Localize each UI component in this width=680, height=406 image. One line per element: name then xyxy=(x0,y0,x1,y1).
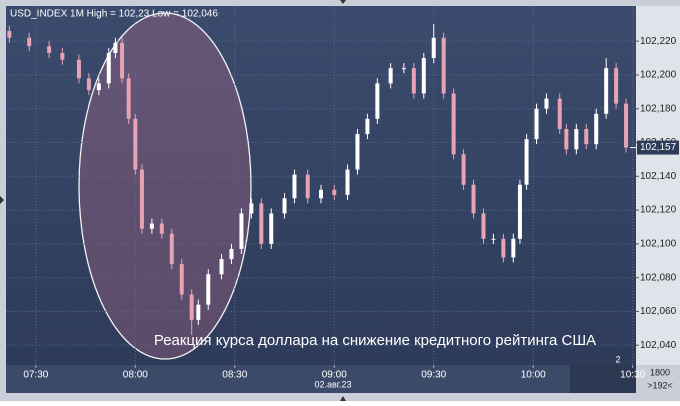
candle-body xyxy=(471,184,476,214)
y-tick-label: 102,100 xyxy=(640,239,677,250)
candle-body xyxy=(411,68,416,94)
candle-body xyxy=(594,113,599,145)
candle-body xyxy=(574,128,579,150)
marker xyxy=(0,196,4,204)
last-price-box xyxy=(637,140,679,155)
candle-body xyxy=(196,304,201,320)
corner-top: 1800 xyxy=(650,367,670,377)
corner-bottom: >192< xyxy=(647,380,673,390)
candle-body xyxy=(441,37,446,94)
marker xyxy=(340,0,346,4)
candle-body xyxy=(534,108,539,140)
candle-body xyxy=(96,83,101,91)
x-tick-label: 07:30 xyxy=(23,370,48,381)
candle-body xyxy=(282,198,287,214)
x-tick-label: 08:00 xyxy=(123,370,148,381)
candle-body xyxy=(319,189,323,199)
candle-body xyxy=(259,203,264,244)
y-tick-label: 102,040 xyxy=(640,340,677,351)
y-tick-label: 102,200 xyxy=(640,70,677,81)
candle-body xyxy=(501,238,506,258)
candle-body xyxy=(219,259,224,275)
candle-body xyxy=(401,68,406,70)
y-tick-label: 102,080 xyxy=(640,272,677,283)
chart-title: USD_INDEX 1M High = 102,23 Low = 102,046 xyxy=(10,9,218,20)
x-tick-label: 09:00 xyxy=(322,370,347,381)
last-price-label: 102,157 xyxy=(640,142,677,153)
candle-body xyxy=(511,238,516,258)
candle-body xyxy=(624,103,629,148)
candle-body xyxy=(206,274,211,305)
date-label: 02.авг.23 xyxy=(315,379,352,389)
candle-body xyxy=(614,68,619,104)
candle-body xyxy=(524,139,529,185)
candle-body xyxy=(604,68,609,114)
candle-body xyxy=(269,213,274,244)
candle-body xyxy=(544,98,549,109)
candle-body xyxy=(179,264,184,295)
candle-body xyxy=(388,68,393,84)
candle-body xyxy=(169,233,174,265)
y-axis-area xyxy=(636,6,680,365)
candle-body xyxy=(60,52,65,60)
candle-body xyxy=(355,134,360,170)
candle-body xyxy=(481,213,486,239)
candle-body xyxy=(461,154,466,185)
candle-body xyxy=(564,128,569,150)
x-tick-label: 08:30 xyxy=(222,370,247,381)
y-tick-label: 102,220 xyxy=(640,36,677,47)
y-tick-label: 102,120 xyxy=(640,205,677,216)
candle-body xyxy=(149,223,154,229)
candle-body xyxy=(365,118,370,135)
y-tick-label: 102,140 xyxy=(640,171,677,182)
candle-body xyxy=(106,52,111,84)
x-axis-scroll xyxy=(570,365,636,393)
candle-body xyxy=(229,248,234,260)
candle-body xyxy=(491,238,496,240)
x-tick-label: 10:30 xyxy=(620,370,645,381)
candle-body xyxy=(431,37,436,59)
candle-body xyxy=(451,93,456,155)
candle-body xyxy=(47,46,52,53)
candle-body xyxy=(7,31,12,38)
candle-body xyxy=(584,128,589,145)
candle-body xyxy=(159,223,164,234)
candle-body xyxy=(189,294,194,320)
candle-body xyxy=(239,213,244,249)
x-axis-area xyxy=(6,365,636,393)
candle-body xyxy=(86,78,91,91)
candle-body xyxy=(292,174,297,199)
candle-body xyxy=(421,58,426,94)
x-tick-label: 10:00 xyxy=(521,370,546,381)
candle-body xyxy=(126,78,131,119)
highlight-ellipse xyxy=(78,12,252,360)
candle-body xyxy=(133,118,138,170)
y-tick-label: 102,180 xyxy=(640,103,677,114)
candle-body xyxy=(249,203,254,214)
y-tick-label: 102,060 xyxy=(640,306,677,317)
candle-body xyxy=(305,174,310,199)
candle-body xyxy=(375,83,380,119)
marker xyxy=(340,396,346,401)
candle-body xyxy=(120,42,125,79)
page-label: 2 xyxy=(615,354,620,364)
candle-body xyxy=(517,184,522,239)
candle-body xyxy=(113,42,118,53)
candle-body xyxy=(27,37,32,47)
candle-body xyxy=(76,59,81,79)
candle-body xyxy=(557,98,562,129)
annotation: Реакция курса доллара на снижение кредит… xyxy=(154,332,596,349)
candle-body xyxy=(139,169,144,229)
candle-body xyxy=(332,189,337,195)
candle-body xyxy=(345,169,350,195)
x-tick-label: 09:30 xyxy=(421,370,446,381)
